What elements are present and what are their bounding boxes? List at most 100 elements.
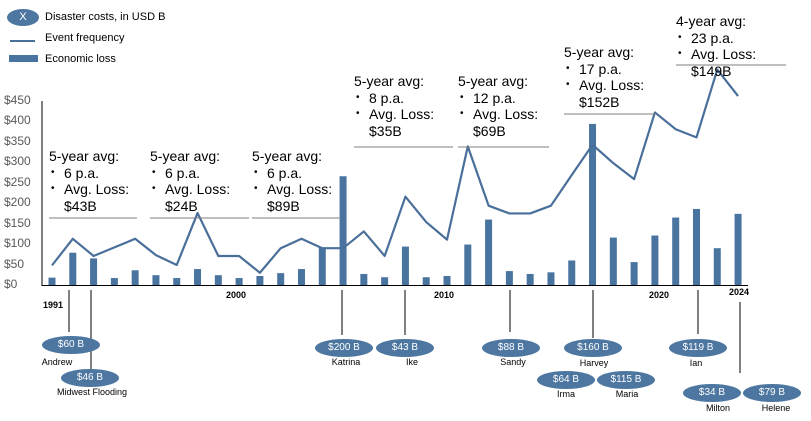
annotation-loss-value: $69B bbox=[473, 122, 506, 139]
bar-2003 bbox=[297, 269, 305, 285]
disaster-name: Milton bbox=[705, 403, 731, 413]
bar-2014 bbox=[526, 273, 534, 285]
legend-line-swatch bbox=[10, 40, 35, 42]
annotation-title: 5-year avg: bbox=[354, 73, 425, 89]
annotation-loss-value: $89B bbox=[267, 197, 300, 214]
disaster-name: Maria bbox=[615, 389, 639, 399]
annotation-loss-label: Avg. Loss: bbox=[252, 181, 332, 198]
bar-2002 bbox=[277, 273, 285, 285]
x-tick-label-2020: 2020 bbox=[649, 290, 670, 300]
event-frequency-line bbox=[51, 68, 739, 274]
y-tick-label: $100 bbox=[4, 236, 31, 251]
annotation-frequency: 6 p.a. bbox=[252, 165, 332, 182]
legend-label-economic-loss: Economic loss bbox=[45, 53, 116, 65]
average-annotation: 5-year avg:12 p.a.Avg. Loss:$69B bbox=[458, 73, 538, 139]
x-tick-label-2024: 2024 bbox=[729, 287, 750, 297]
average-annotation: 5-year avg:17 p.a.Avg. Loss:$152B bbox=[564, 44, 644, 110]
disaster-name: Katrina bbox=[331, 357, 361, 367]
bar-2023 bbox=[713, 248, 721, 285]
bar-2004 bbox=[318, 247, 326, 285]
bar-1999 bbox=[214, 275, 222, 285]
disaster-cost-pill: $43 B bbox=[376, 339, 434, 357]
bar-1994 bbox=[110, 278, 118, 285]
disaster-cost-pill: $160 B bbox=[564, 339, 622, 357]
bar-1991 bbox=[48, 277, 56, 285]
legend-label-event-frequency: Event frequency bbox=[45, 32, 125, 44]
average-annotation: 5-year avg:8 p.a.Avg. Loss:$35B bbox=[354, 73, 434, 139]
bar-2001 bbox=[256, 276, 264, 285]
bar-2007 bbox=[381, 277, 389, 285]
bar-2016 bbox=[568, 260, 576, 285]
average-annotation: 5-year avg:6 p.a.Avg. Loss:$24B bbox=[150, 148, 230, 214]
disaster-cost-pill: $34 B bbox=[683, 384, 741, 402]
y-tick-label: $400 bbox=[4, 113, 31, 128]
annotation-loss-label: Avg. Loss: bbox=[49, 181, 129, 198]
bar-1998 bbox=[194, 269, 202, 285]
bar-2005 bbox=[339, 176, 347, 285]
bar-2008 bbox=[401, 246, 409, 285]
disaster-cost-pill: $200 B bbox=[315, 339, 373, 357]
disaster-cost-pill: $88 B bbox=[482, 339, 540, 357]
annotation-frequency: 6 p.a. bbox=[49, 165, 129, 182]
x-tick-label-2010: 2010 bbox=[434, 290, 455, 300]
bar-1993 bbox=[90, 258, 98, 285]
disaster-name: Harvey bbox=[579, 358, 609, 368]
disaster-cost-pill: $64 B bbox=[537, 371, 595, 389]
y-tick-label: $300 bbox=[4, 154, 31, 169]
legend-bar-swatch bbox=[9, 55, 38, 62]
annotation-frequency: 8 p.a. bbox=[354, 90, 434, 107]
disaster-name: Irma bbox=[557, 389, 575, 399]
disaster-cost-pill: $119 B bbox=[669, 339, 727, 357]
annotation-frequency: 17 p.a. bbox=[564, 61, 644, 78]
bar-2010 bbox=[443, 276, 451, 285]
bar-2006 bbox=[360, 273, 368, 285]
disaster-name: Ike bbox=[405, 357, 419, 367]
annotation-title: 5-year avg: bbox=[458, 73, 529, 89]
annotation-loss-label: Avg. Loss: bbox=[150, 181, 230, 198]
annotation-loss-value: $35B bbox=[369, 122, 402, 139]
average-annotation: 4-year avg:23 p.a.Avg. Loss:$149B bbox=[676, 13, 756, 79]
disaster-cost-pill: $60 B bbox=[42, 336, 100, 354]
disaster-name: Midwest Flooding bbox=[56, 387, 128, 397]
bar-2011 bbox=[464, 244, 472, 285]
bar-2013 bbox=[505, 271, 513, 285]
y-tick-label: $350 bbox=[4, 133, 31, 148]
bar-2024 bbox=[734, 213, 742, 285]
annotation-loss-value: $43B bbox=[64, 197, 97, 214]
x-tick-label-2000: 2000 bbox=[226, 290, 247, 300]
y-tick-label: $0 bbox=[4, 277, 18, 291]
disaster-name: Andrew bbox=[41, 357, 73, 367]
bar-1995 bbox=[131, 270, 139, 285]
annotation-title: 5-year avg: bbox=[150, 148, 221, 164]
annotation-frequency: 23 p.a. bbox=[676, 30, 756, 47]
y-tick-label: $150 bbox=[4, 215, 31, 230]
bar-2017 bbox=[589, 123, 597, 285]
annotation-loss-label: Avg. Loss: bbox=[354, 106, 434, 123]
bar-2015 bbox=[547, 272, 555, 285]
annotation-loss-label: Avg. Loss: bbox=[458, 106, 538, 123]
bar-2009 bbox=[422, 277, 430, 285]
y-tick-label: $50 bbox=[4, 256, 25, 271]
annotation-title: 5-year avg: bbox=[564, 44, 635, 60]
legend-label-disaster-costs: Disaster costs, in USD B bbox=[45, 11, 166, 23]
y-tick-label: $250 bbox=[4, 174, 31, 189]
bar-2012 bbox=[485, 219, 493, 285]
y-tick-label: $450 bbox=[4, 93, 31, 107]
bar-2020 bbox=[651, 235, 659, 285]
bar-2000 bbox=[235, 278, 243, 285]
bar-1996 bbox=[152, 275, 160, 285]
disaster-name: Ian bbox=[689, 358, 703, 368]
bar-1992 bbox=[69, 252, 77, 285]
average-annotation: 5-year avg:6 p.a.Avg. Loss:$89B bbox=[252, 148, 332, 214]
annotation-frequency: 6 p.a. bbox=[150, 165, 230, 182]
annotation-loss-label: Avg. Loss: bbox=[564, 77, 644, 94]
legend-pill-marker: X bbox=[7, 9, 39, 26]
disaster-cost-pill: $46 B bbox=[61, 369, 119, 387]
bar-2022 bbox=[692, 208, 700, 285]
annotation-loss-value: $152B bbox=[579, 93, 620, 110]
disaster-name: Helene bbox=[761, 403, 791, 413]
annotation-loss-value: $24B bbox=[165, 197, 198, 214]
disaster-name: Sandy bbox=[500, 357, 526, 367]
disaster-cost-pill: $79 B bbox=[743, 384, 801, 402]
